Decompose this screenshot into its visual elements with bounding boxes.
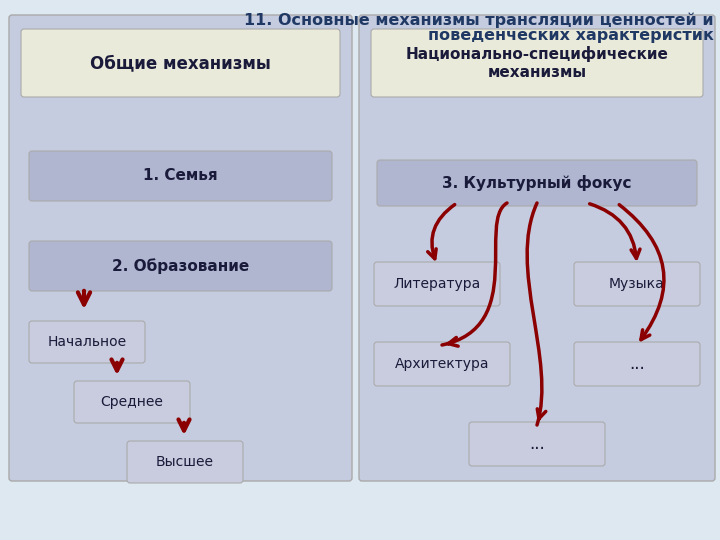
FancyBboxPatch shape xyxy=(9,15,352,481)
Text: Национально-специфические
механизмы: Национально-специфические механизмы xyxy=(405,46,668,80)
FancyBboxPatch shape xyxy=(371,29,703,97)
FancyBboxPatch shape xyxy=(29,151,332,201)
FancyBboxPatch shape xyxy=(21,29,340,97)
Text: 3. Культурный фокус: 3. Культурный фокус xyxy=(442,175,631,191)
FancyBboxPatch shape xyxy=(574,342,700,386)
Text: Среднее: Среднее xyxy=(101,395,163,409)
FancyBboxPatch shape xyxy=(29,321,145,363)
Text: 11. Основные механизмы трансляции ценностей и: 11. Основные механизмы трансляции ценнос… xyxy=(244,12,714,28)
Text: ...: ... xyxy=(529,435,545,453)
Text: 2. Образование: 2. Образование xyxy=(112,258,249,274)
Text: поведенческих характеристик: поведенческих характеристик xyxy=(428,28,714,43)
Text: 1. Семья: 1. Семья xyxy=(143,168,218,184)
FancyBboxPatch shape xyxy=(29,241,332,291)
Text: Архитектура: Архитектура xyxy=(395,357,490,371)
FancyBboxPatch shape xyxy=(127,441,243,483)
FancyBboxPatch shape xyxy=(469,422,605,466)
FancyBboxPatch shape xyxy=(374,342,510,386)
Text: Начальное: Начальное xyxy=(48,335,127,349)
Text: Общие механизмы: Общие механизмы xyxy=(90,54,271,72)
Text: Литература: Литература xyxy=(393,277,481,291)
FancyBboxPatch shape xyxy=(74,381,190,423)
Text: Высшее: Высшее xyxy=(156,455,214,469)
FancyBboxPatch shape xyxy=(374,262,500,306)
Text: Музыка: Музыка xyxy=(609,277,665,291)
FancyBboxPatch shape xyxy=(574,262,700,306)
FancyBboxPatch shape xyxy=(377,160,697,206)
FancyBboxPatch shape xyxy=(359,15,715,481)
Text: ...: ... xyxy=(629,355,645,373)
